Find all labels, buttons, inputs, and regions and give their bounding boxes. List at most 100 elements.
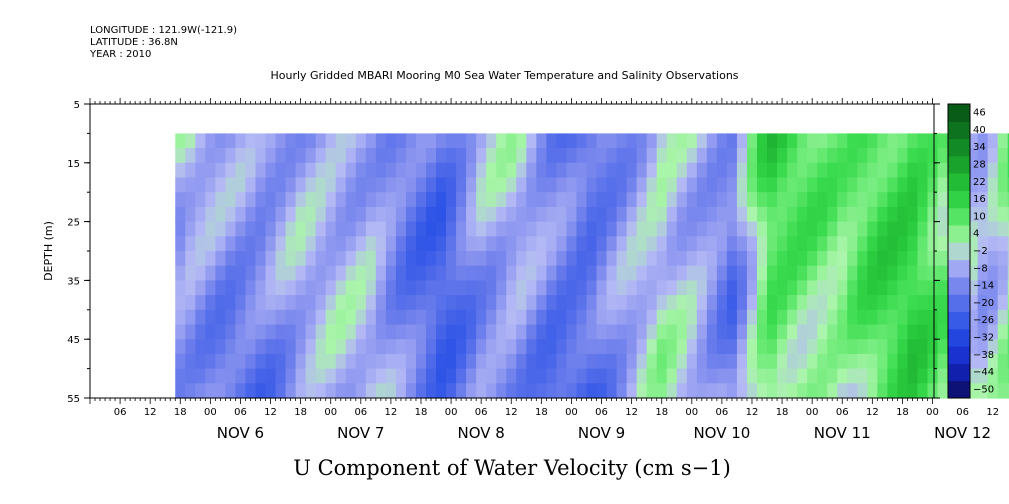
- heatmap-cell: [827, 368, 838, 384]
- heatmap-cell: [395, 192, 407, 208]
- heatmap-cell: [917, 383, 929, 399]
- heatmap-cell: [897, 339, 909, 355]
- heatmap-cell: [626, 353, 638, 370]
- colorbar-label: −50: [973, 384, 994, 395]
- heatmap-cell: [927, 324, 939, 340]
- heatmap-cell: [797, 339, 808, 355]
- heatmap-cell: [225, 309, 237, 326]
- heatmap-cell: [807, 265, 818, 281]
- heatmap-cell: [606, 251, 618, 267]
- heatmap-cell: [285, 280, 297, 296]
- heatmap-cell: [977, 133, 989, 149]
- heatmap-cell: [1007, 309, 1009, 326]
- heatmap-cell: [275, 280, 287, 296]
- heatmap-cell: [456, 236, 467, 252]
- heatmap-cell: [917, 324, 929, 340]
- heatmap-cell: [586, 324, 598, 340]
- heatmap-cell: [586, 236, 598, 252]
- heatmap-cell: [415, 162, 427, 179]
- heatmap-cell: [616, 324, 628, 340]
- heatmap-cell: [686, 236, 698, 252]
- heatmap-cell: [426, 368, 437, 384]
- heatmap-cell: [706, 353, 718, 370]
- heatmap-cell: [626, 206, 638, 223]
- heatmap-cell: [486, 162, 497, 179]
- heatmap-cell: [355, 192, 367, 208]
- heatmap-cell: [275, 368, 287, 384]
- heatmap-cell: [486, 251, 497, 267]
- heatmap-cell: [676, 265, 688, 281]
- heatmap-cell: [746, 353, 758, 370]
- heatmap-cell: [676, 133, 688, 149]
- heatmap-cell: [245, 221, 257, 237]
- heatmap-cell: [556, 265, 568, 281]
- heatmap-cell: [606, 339, 618, 355]
- colorbar-swatch: [948, 138, 970, 157]
- heatmap-cell: [767, 324, 778, 340]
- heatmap-cell: [656, 353, 668, 370]
- heatmap-cell: [606, 133, 618, 149]
- heatmap-cell: [837, 265, 848, 281]
- heatmap-cell: [405, 133, 417, 149]
- heatmap-cell: [777, 280, 788, 296]
- heatmap-cell: [847, 251, 858, 267]
- heatmap-cell: [355, 133, 367, 149]
- heatmap-cell: [486, 221, 497, 237]
- heatmap-cell: [736, 280, 748, 296]
- heatmap-cell: [446, 162, 457, 179]
- heatmap-cell: [175, 280, 186, 296]
- heatmap-cell: [195, 236, 206, 252]
- heatmap-cell: [606, 177, 618, 193]
- heatmap-cell: [857, 162, 868, 179]
- heatmap-cell: [355, 368, 367, 384]
- heatmap-cell: [656, 309, 668, 326]
- heatmap-cell: [466, 221, 477, 237]
- heatmap-cell: [375, 309, 387, 326]
- heatmap-cell: [777, 383, 788, 399]
- heatmap-cell: [777, 339, 788, 355]
- heatmap-cell: [837, 251, 848, 267]
- heatmap-cell: [566, 177, 578, 193]
- heatmap-cell: [977, 236, 989, 252]
- heatmap-cell: [867, 339, 878, 355]
- heatmap-cell: [556, 221, 568, 237]
- heatmap-cell: [436, 133, 447, 149]
- heatmap-cell: [817, 280, 828, 296]
- heatmap-cell: [395, 280, 407, 296]
- y-tick-label: 35: [67, 276, 80, 287]
- heatmap-cell: [385, 192, 397, 208]
- heatmap-cell: [656, 192, 668, 208]
- heatmap-cell: [395, 324, 407, 340]
- heatmap-cell: [877, 192, 888, 208]
- heatmap-cell: [847, 192, 858, 208]
- heatmap-cell: [466, 280, 477, 296]
- heatmap-cell: [977, 309, 989, 326]
- heatmap-cell: [345, 324, 357, 340]
- heatmap-cell: [807, 206, 818, 223]
- heatmap-cell: [726, 309, 738, 326]
- heatmap-cell: [325, 177, 337, 193]
- heatmap-cell: [566, 353, 578, 370]
- heatmap-cell: [215, 280, 227, 296]
- heatmap-cell: [295, 309, 307, 326]
- colorbar-swatch: [948, 259, 970, 278]
- heatmap-cell: [1007, 383, 1009, 399]
- heatmap-cell: [235, 236, 247, 252]
- heatmap-cell: [526, 251, 537, 267]
- heatmap-cell: [405, 192, 417, 208]
- heatmap-cell: [526, 339, 537, 355]
- heatmap-cell: [857, 265, 868, 281]
- heatmap-cell: [466, 353, 477, 370]
- heatmap-cell: [726, 148, 738, 164]
- x-hour-label: 12: [746, 407, 759, 418]
- heatmap-cell: [215, 295, 227, 311]
- heatmap-cell: [466, 251, 477, 267]
- heatmap-cell: [506, 192, 517, 208]
- heatmap-cell: [867, 236, 878, 252]
- heatmap-cell: [686, 383, 698, 399]
- heatmap-cell: [706, 339, 718, 355]
- heatmap-cell: [997, 162, 1009, 179]
- heatmap-cell: [536, 309, 547, 326]
- heatmap-cell: [335, 295, 347, 311]
